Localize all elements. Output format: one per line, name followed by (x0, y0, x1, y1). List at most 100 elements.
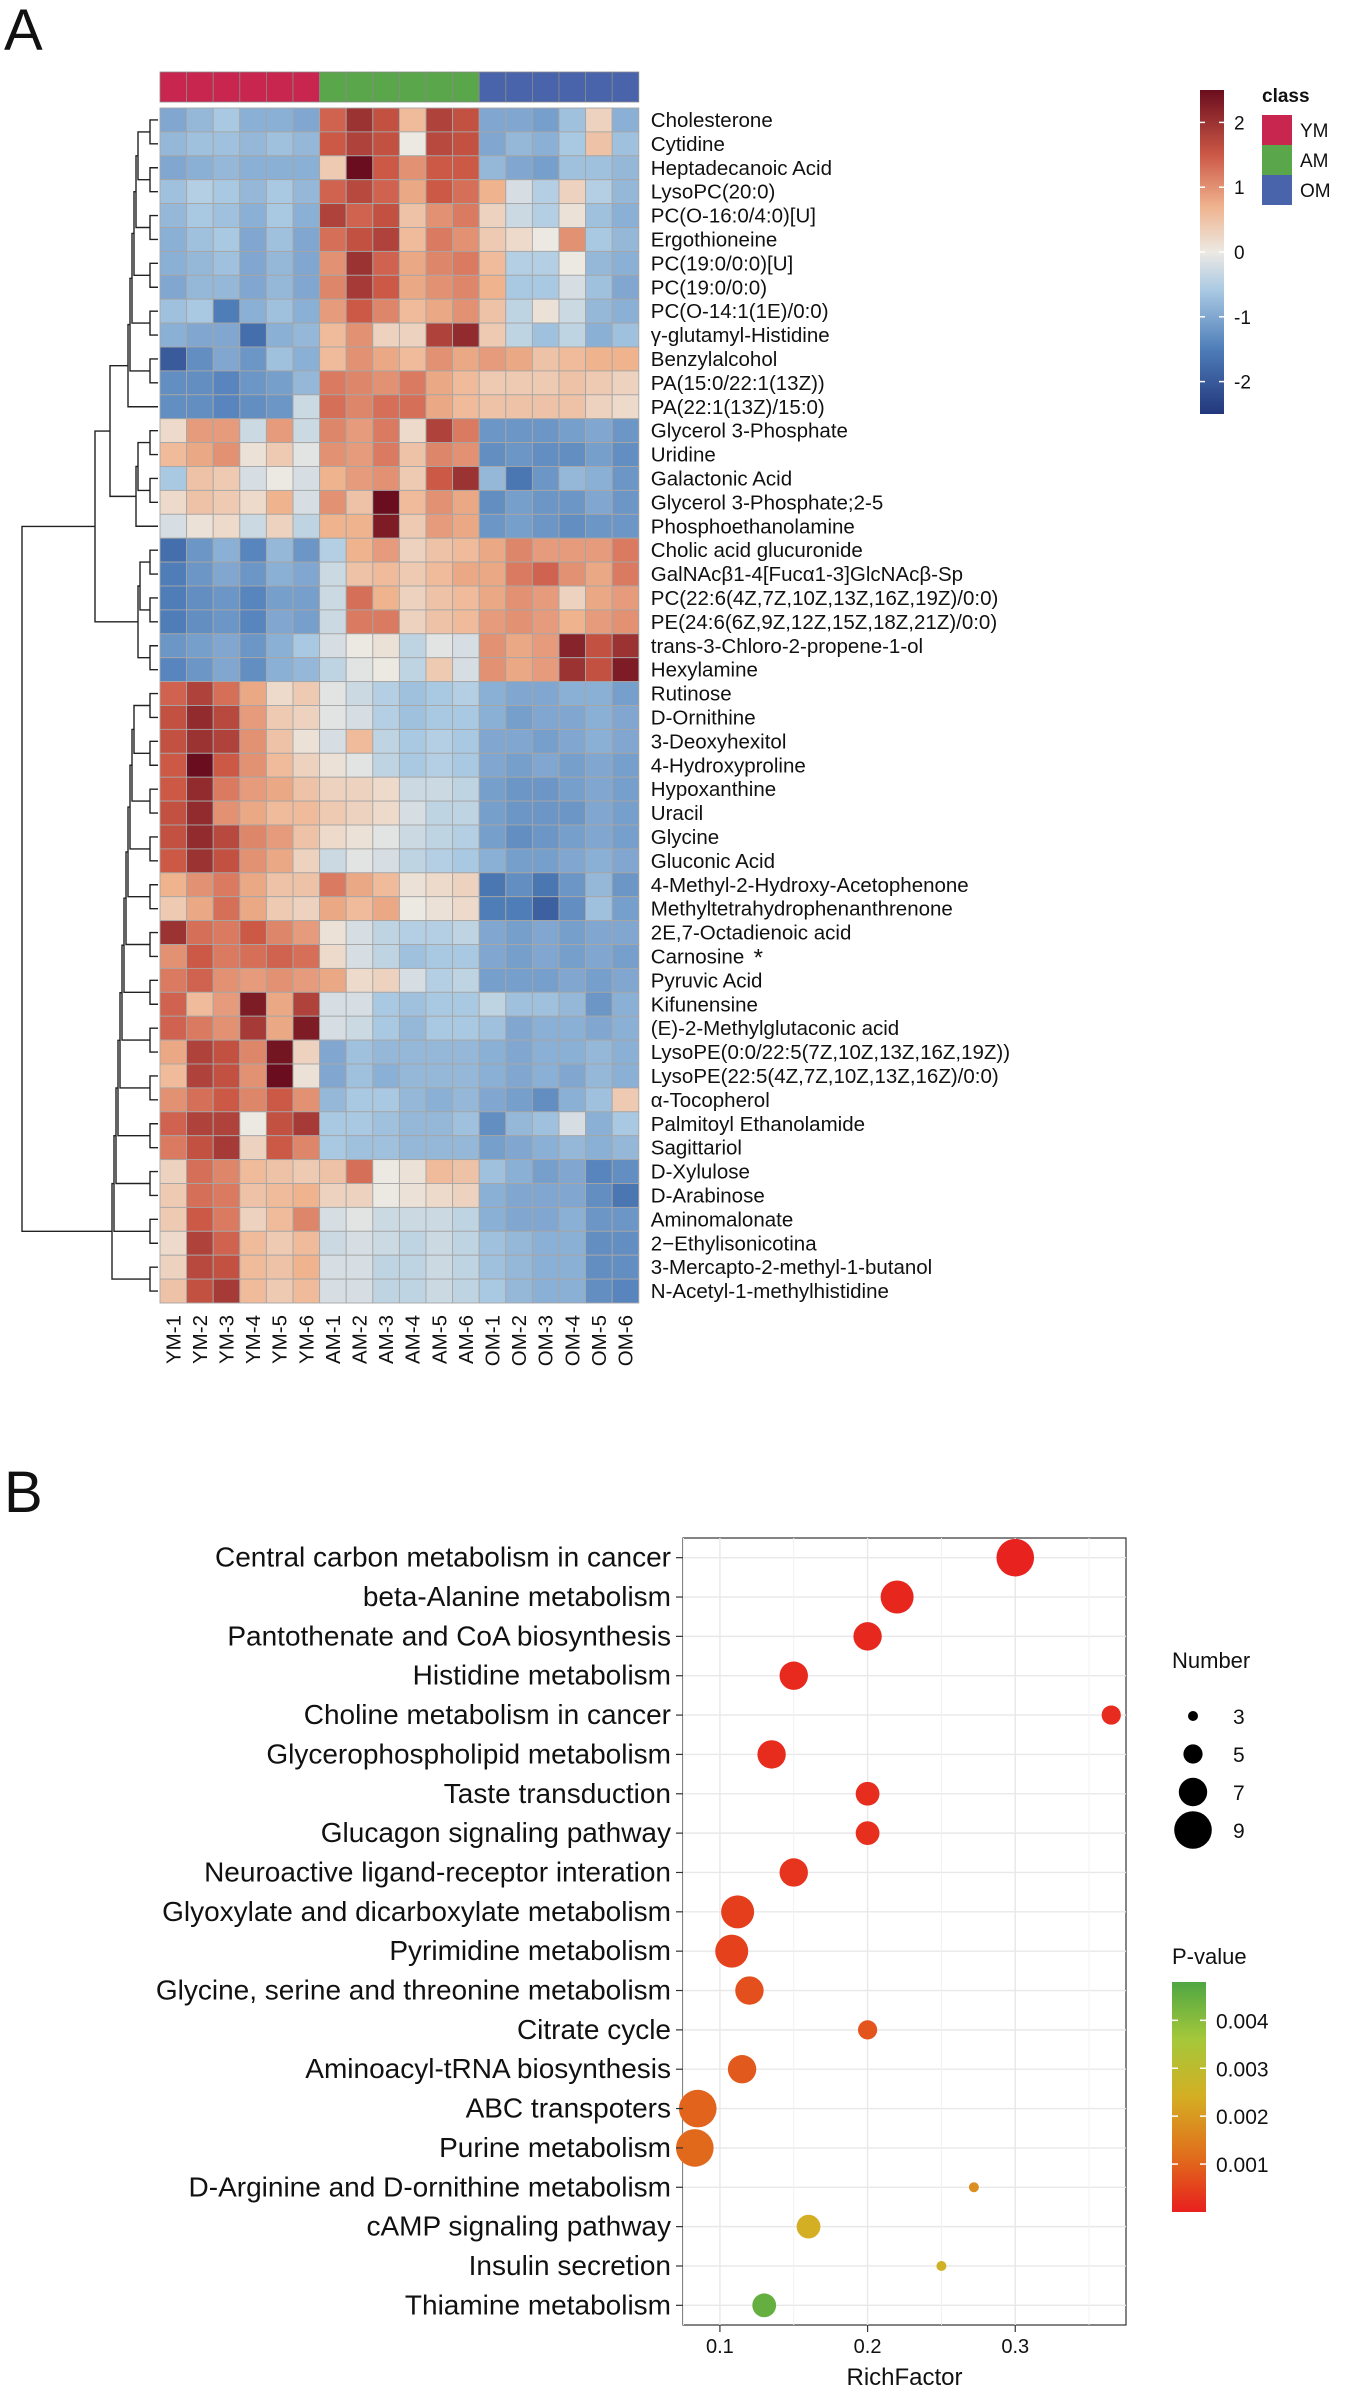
column-label: YM-5 (269, 1315, 292, 1364)
heatmap-cell (611, 322, 640, 348)
heatmap-cell (345, 609, 374, 635)
pvalue-tick-label: 0.004 (1216, 2010, 1269, 2033)
heatmap-cell (531, 1230, 560, 1256)
heatmap-cell (159, 155, 188, 181)
heatmap-cell (558, 609, 587, 635)
heatmap-cell (611, 681, 640, 706)
heatmap-cell (372, 274, 400, 300)
heatmap-cell (265, 274, 294, 300)
heatmap-cell (558, 155, 587, 181)
heatmap-cell (425, 513, 454, 539)
heatmap-cell (398, 394, 427, 420)
pathway-label: Central carbon metabolism in cancer (215, 1542, 671, 1573)
heatmap-cell (345, 1254, 374, 1280)
heatmap-cell (319, 872, 347, 898)
heatmap-cell (239, 896, 267, 922)
heatmap-cell (292, 872, 321, 898)
heatmap-cell (186, 848, 214, 874)
column-label: YM-3 (216, 1315, 239, 1364)
heatmap-cell (478, 1015, 507, 1041)
heatmap-cell (452, 824, 480, 850)
row-label: LysoPC(20:0) (651, 181, 776, 204)
pathway-label: Glycine, serine and threonine metabolism (156, 1975, 671, 2006)
heatmap-cell (372, 1206, 400, 1232)
heatmap-cell (531, 1111, 560, 1137)
heatmap-cell (398, 944, 427, 969)
heatmap-cell (265, 131, 294, 157)
heatmap-cell (319, 298, 347, 324)
heatmap-cell (319, 322, 347, 348)
heatmap-cell (186, 203, 214, 228)
heatmap-cell (212, 872, 241, 898)
heatmap-cell (478, 1135, 507, 1161)
heatmap-cell (452, 681, 480, 706)
heatmap-cell (212, 107, 241, 133)
heatmap-cell (505, 466, 533, 491)
heatmap-cell (186, 1087, 214, 1113)
heatmap-cell (212, 1015, 241, 1041)
heatmap-cell (425, 561, 454, 587)
heatmap-cell (398, 1135, 427, 1161)
class-bar-cell (239, 71, 267, 103)
heatmap-cell (319, 442, 347, 467)
heatmap-cell (159, 872, 188, 898)
heatmap-cell (505, 920, 533, 945)
heatmap-cell (425, 991, 454, 1017)
heatmap-cell (186, 1015, 214, 1041)
heatmap-cell (531, 442, 560, 467)
heatmap-cell (558, 872, 587, 898)
heatmap-cell (558, 1087, 587, 1113)
heatmap-cell (319, 752, 347, 778)
heatmap-cell (319, 561, 347, 587)
heatmap-cell (159, 944, 188, 969)
heatmap-cell (478, 1111, 507, 1137)
data-point (715, 1934, 749, 1968)
heatmap-cell (585, 442, 613, 467)
heatmap-cell (292, 728, 321, 754)
heatmap-cell (478, 609, 507, 635)
heatmap-cell (239, 920, 267, 945)
heatmap-cell (159, 896, 188, 922)
heatmap-cell (505, 657, 533, 683)
data-point (880, 1580, 914, 1614)
data-point (857, 2020, 878, 2040)
dendrogram-branch (109, 364, 136, 498)
heatmap-cell (319, 633, 347, 659)
heatmap-cell (398, 1159, 427, 1184)
heatmap-cell (478, 824, 507, 850)
significance-star: * (754, 944, 763, 971)
heatmap-cell (345, 991, 374, 1017)
colorbar-tick-label: -2 (1234, 373, 1251, 394)
heatmap-cell (452, 776, 480, 802)
heatmap-cell (398, 155, 427, 181)
heatmap-cell (372, 872, 400, 898)
heatmap-cell (372, 944, 400, 969)
heatmap-cell (319, 1111, 347, 1137)
row-label: 4-Methyl-2-Hydroxy-Acetophenone (651, 874, 969, 897)
heatmap-cell (239, 1015, 267, 1041)
heatmap-cell (212, 537, 241, 563)
heatmap-cell (531, 179, 560, 205)
heatmap-cell (585, 466, 613, 491)
heatmap-cell (558, 776, 587, 802)
heatmap-cell (558, 1278, 587, 1304)
data-point (936, 2260, 947, 2271)
heatmap-cell (159, 824, 188, 850)
heatmap-cell (611, 370, 640, 396)
row-label: Rutinose (651, 683, 732, 706)
class-bar-cell (372, 71, 400, 103)
heatmap-cell (239, 370, 267, 396)
heatmap-cell (292, 1183, 321, 1208)
size-legend-label: 7 (1233, 1782, 1245, 1805)
heatmap-cell (212, 944, 241, 969)
heatmap-cell (239, 322, 267, 348)
heatmap-cell (265, 728, 294, 754)
heatmap-cell (212, 848, 241, 874)
heatmap-cell (159, 370, 188, 396)
heatmap-cell (531, 752, 560, 778)
heatmap-cell (372, 609, 400, 635)
heatmap-cell (319, 1087, 347, 1113)
heatmap-cell (186, 155, 214, 181)
dendrogram-branch (123, 897, 150, 993)
heatmap-cell (398, 800, 427, 826)
